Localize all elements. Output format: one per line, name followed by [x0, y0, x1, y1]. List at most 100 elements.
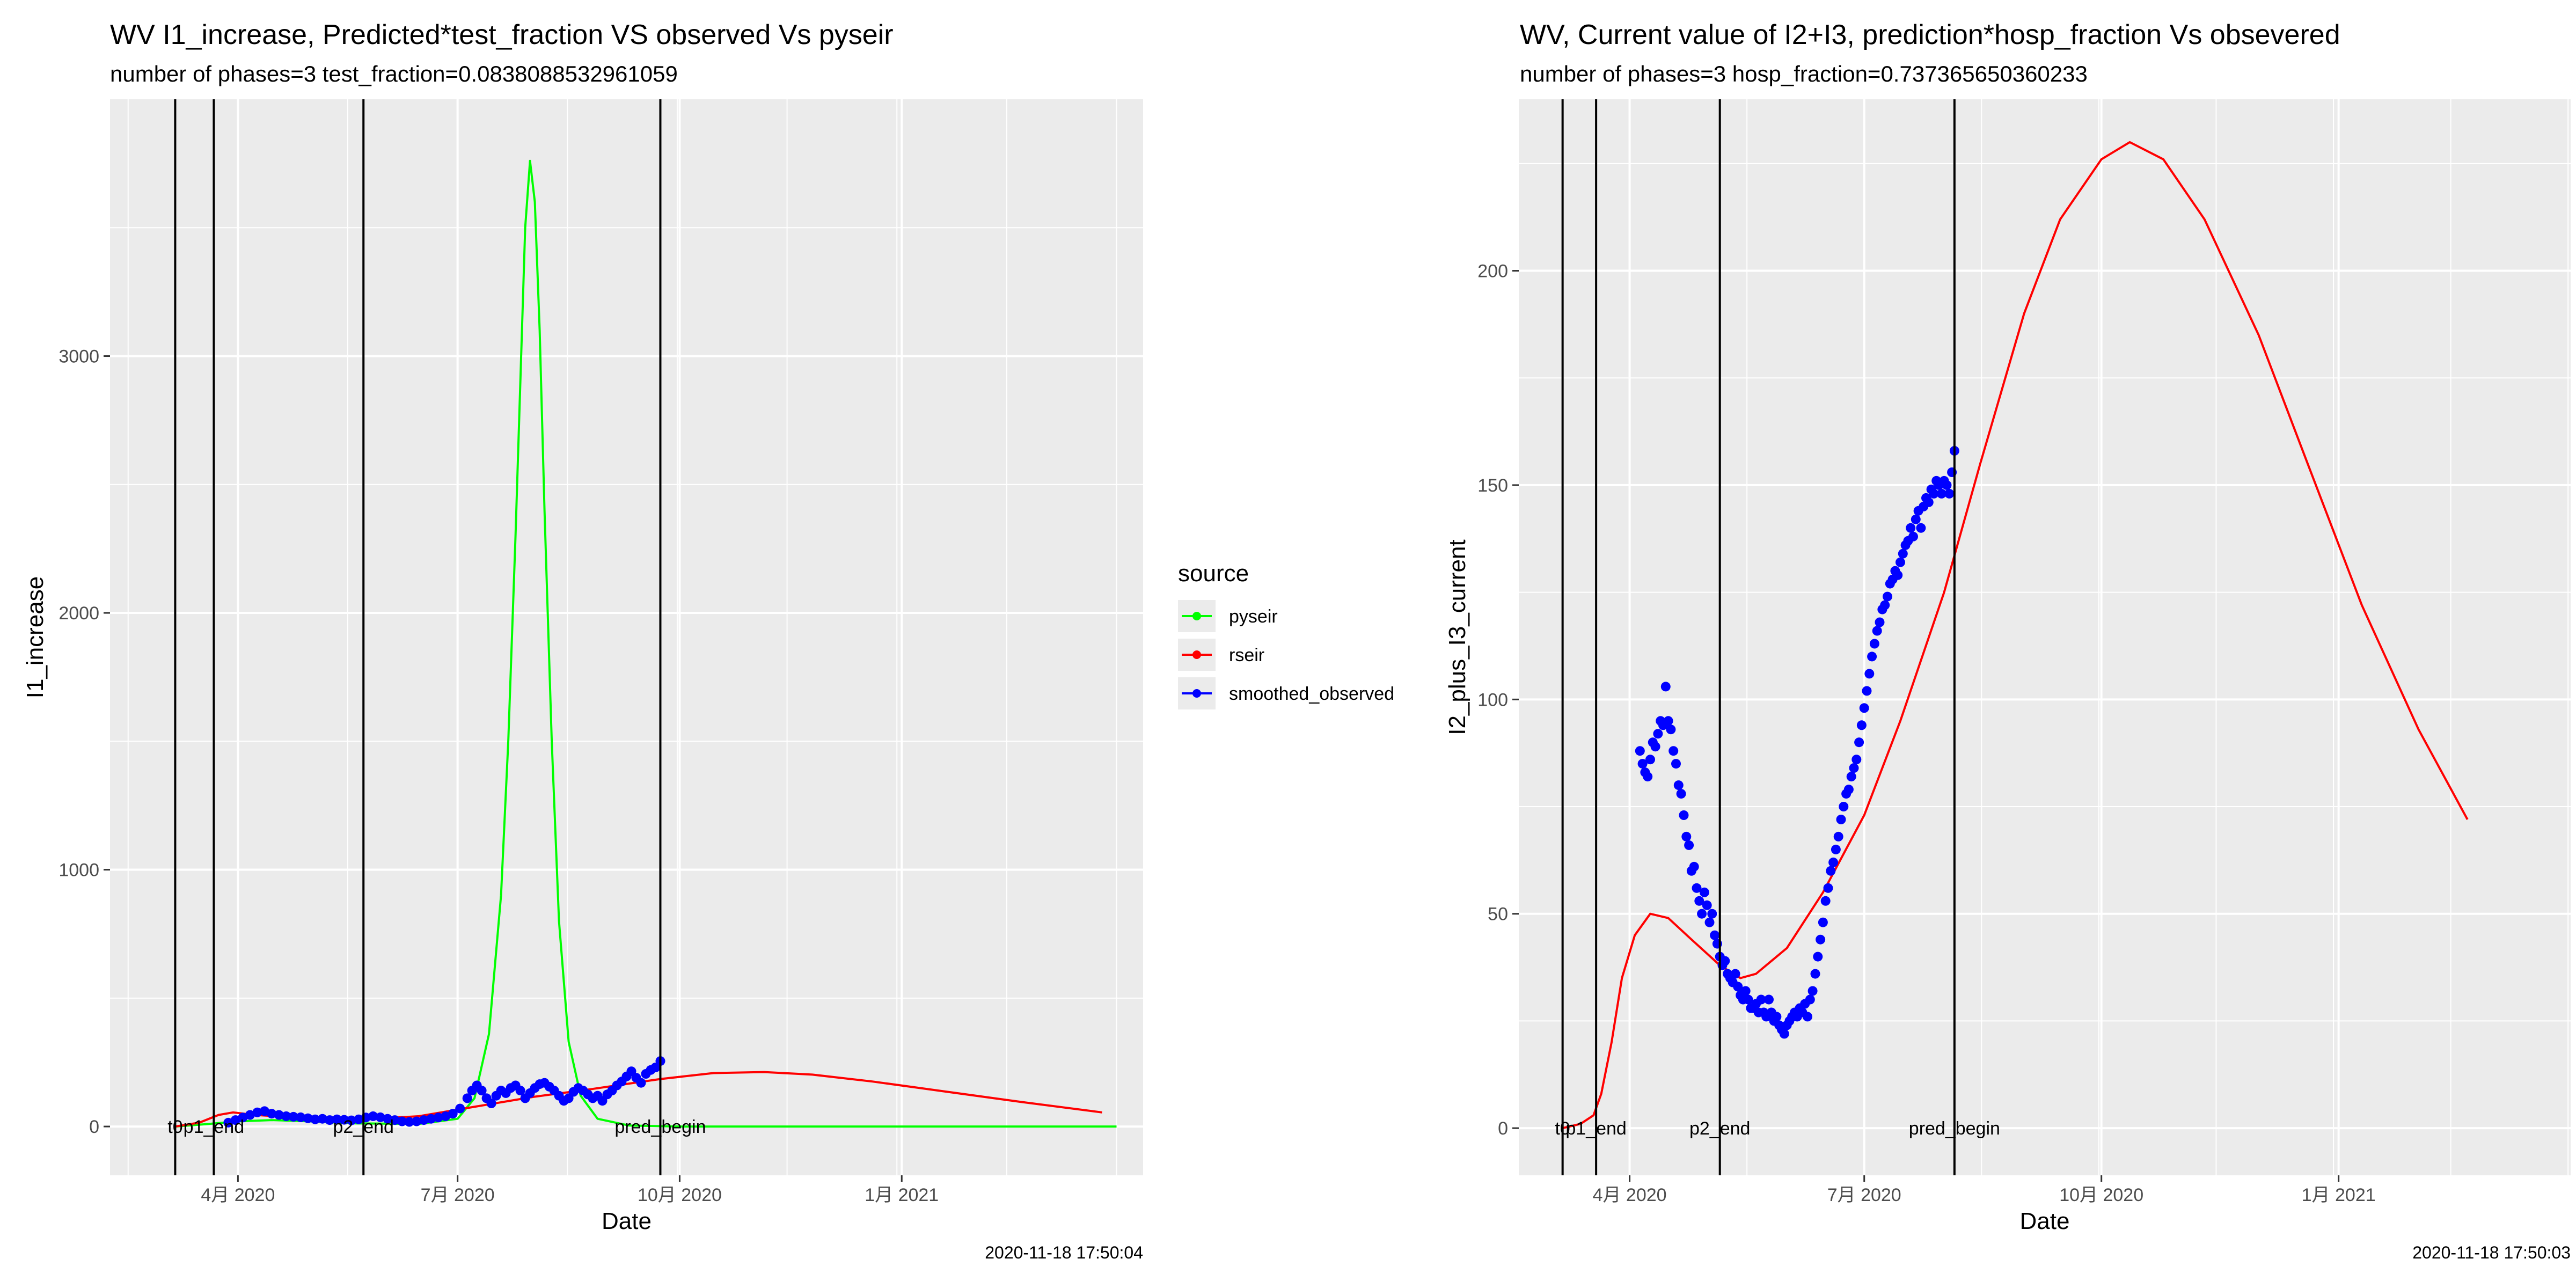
data-point-smoothed_observed	[1740, 986, 1751, 996]
data-point-smoothed_observed	[1720, 956, 1730, 966]
data-point-smoothed_observed	[1679, 810, 1689, 820]
data-point-smoothed_observed	[1699, 887, 1709, 897]
data-point-smoothed_observed	[1856, 720, 1867, 730]
phase-label-pred_begin: pred_begin	[1909, 1118, 2000, 1139]
data-point-smoothed_observed	[1896, 557, 1905, 567]
plot-background	[1519, 99, 2571, 1175]
data-point-smoothed_observed	[1839, 802, 1849, 811]
data-point-smoothed_observed	[1650, 742, 1660, 752]
data-point-smoothed_observed	[1942, 480, 1952, 490]
data-point-smoothed_observed	[426, 1114, 436, 1124]
data-point-smoothed_observed	[1704, 917, 1715, 927]
data-point-smoothed_observed	[1836, 815, 1846, 824]
y-tick-label: 0	[1498, 1118, 1508, 1139]
legend-label-rseir: rseir	[1229, 645, 1264, 665]
data-point-smoothed_observed	[1810, 969, 1820, 979]
data-point-smoothed_observed	[397, 1116, 407, 1126]
x-tick-label: 10月 2020	[638, 1185, 722, 1205]
chart-title: WV I1_increase, Predicted*test_fraction …	[110, 19, 894, 50]
data-point-smoothed_observed	[252, 1107, 262, 1117]
legend-point-smoothed_observed	[1192, 689, 1201, 698]
data-point-smoothed_observed	[1916, 523, 1926, 533]
data-point-smoothed_observed	[288, 1111, 298, 1122]
data-point-smoothed_observed	[1883, 591, 1892, 602]
data-point-smoothed_observed	[1803, 1012, 1812, 1022]
x-tick-label: 1月 2021	[2302, 1185, 2376, 1205]
data-point-smoothed_observed	[1823, 883, 1833, 893]
data-point-smoothed_observed	[1635, 746, 1645, 756]
data-point-smoothed_observed	[1707, 909, 1717, 919]
data-point-smoothed_observed	[1671, 759, 1681, 769]
x-tick-label: 10月 2020	[2059, 1185, 2143, 1205]
y-tick-label: 1000	[58, 860, 99, 881]
data-point-smoothed_observed	[339, 1115, 349, 1125]
data-point-smoothed_observed	[1772, 1012, 1782, 1022]
data-point-smoothed_observed	[462, 1093, 472, 1103]
timestamp: 2020-11-18 17:50:03	[2412, 1243, 2571, 1262]
data-point-smoothed_observed	[1743, 994, 1753, 1005]
data-point-smoothed_observed	[433, 1113, 443, 1123]
phase-label-p2_end: p2_end	[1689, 1118, 1750, 1139]
data-point-smoothed_observed	[486, 1099, 496, 1108]
data-point-smoothed_observed	[1849, 763, 1859, 773]
legend-title: source	[1178, 560, 1249, 587]
data-point-smoothed_observed	[1843, 785, 1854, 795]
data-point-smoothed_observed	[1880, 600, 1890, 610]
data-point-smoothed_observed	[1779, 1029, 1789, 1039]
y-tick-label: 150	[1477, 475, 1508, 496]
data-point-smoothed_observed	[1668, 746, 1679, 756]
data-point-smoothed_observed	[1859, 703, 1869, 713]
phase-label-p1_end: p1_end	[184, 1117, 244, 1137]
data-point-smoothed_observed	[1944, 488, 1955, 499]
data-point-smoothed_observed	[1833, 831, 1843, 841]
data-point-smoothed_observed	[1828, 857, 1839, 867]
data-point-smoothed_observed	[1692, 883, 1702, 893]
data-point-smoothed_observed	[1862, 686, 1872, 696]
data-point-smoothed_observed	[1908, 531, 1918, 541]
data-point-smoothed_observed	[1898, 548, 1908, 559]
data-point-smoothed_observed	[419, 1115, 429, 1125]
data-point-smoothed_observed	[332, 1114, 342, 1124]
data-point-smoothed_observed	[1936, 488, 1946, 499]
phase-label-t0: t0	[1555, 1118, 1570, 1139]
data-point-smoothed_observed	[1710, 930, 1720, 940]
data-point-smoothed_observed	[230, 1115, 240, 1125]
data-point-smoothed_observed	[515, 1086, 525, 1096]
data-point-smoothed_observed	[1694, 896, 1704, 906]
data-point-smoothed_observed	[1820, 896, 1831, 906]
phase-label-p1_end: p1_end	[1565, 1118, 1626, 1139]
data-point-smoothed_observed	[303, 1113, 313, 1123]
data-point-smoothed_observed	[238, 1113, 248, 1123]
data-point-smoothed_observed	[412, 1116, 422, 1126]
legend-label-pyseir: pyseir	[1229, 606, 1278, 627]
data-point-smoothed_observed	[1875, 617, 1885, 627]
x-tick-label: 1月 2021	[865, 1185, 939, 1205]
data-point-smoothed_observed	[1911, 514, 1921, 524]
data-point-smoothed_observed	[1645, 755, 1655, 765]
data-point-smoothed_observed	[448, 1109, 458, 1119]
data-point-smoothed_observed	[310, 1114, 320, 1124]
chart-subtitle: number of phases=3 hosp_fraction=0.73736…	[1520, 61, 2088, 86]
data-point-smoothed_observed	[1666, 724, 1676, 735]
chart-title: WV, Current value of I2+I3, prediction*h…	[1520, 19, 2340, 50]
plot-background	[110, 99, 1143, 1175]
legend-label-smoothed_observed: smoothed_observed	[1229, 684, 1394, 704]
data-point-smoothed_observed	[1643, 772, 1653, 782]
chart-panel-1: t0 p1_end p2_end pred_begin 4月 2020 7月 2020 10…	[22, 19, 1143, 1262]
data-point-smoothed_observed	[245, 1110, 255, 1120]
data-point-smoothed_observed	[1807, 986, 1818, 996]
data-point-smoothed_observed	[1906, 523, 1916, 533]
timestamp: 2020-11-18 17:50:04	[985, 1243, 1143, 1262]
data-point-smoothed_observed	[1663, 716, 1673, 726]
data-point-smoothed_observed	[477, 1086, 487, 1096]
data-point-smoothed_observed	[1851, 755, 1862, 765]
data-point-smoothed_observed	[1805, 994, 1815, 1005]
data-point-smoothed_observed	[223, 1117, 233, 1128]
data-point-smoothed_observed	[404, 1117, 414, 1127]
y-tick-label: 0	[89, 1117, 99, 1137]
data-point-smoothed_observed	[346, 1115, 356, 1125]
legend: source pyseir rseir smoothed_observed	[1178, 560, 1394, 709]
y-tick-label: 50	[1488, 904, 1508, 925]
